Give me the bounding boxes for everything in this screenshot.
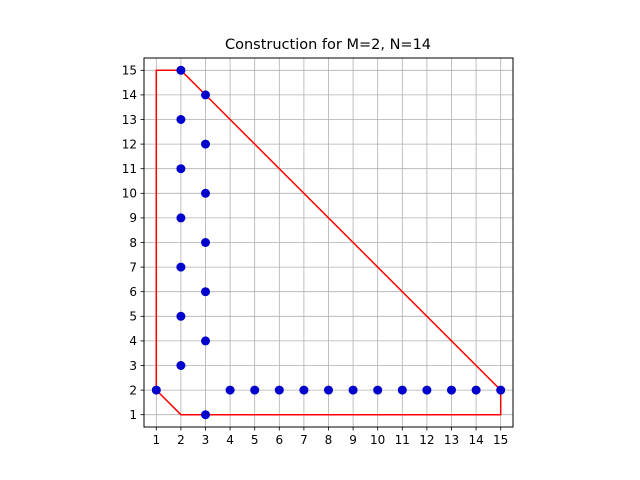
y-tick-label: 1: [129, 408, 137, 422]
scatter-point: [471, 385, 481, 395]
scatter-point: [274, 385, 284, 395]
outline-layer: [155, 69, 502, 416]
scatter-point: [201, 238, 210, 247]
scatter-point: [176, 115, 186, 124]
x-tick-label: 2: [177, 433, 185, 447]
x-tick-label: 14: [468, 433, 483, 447]
y-tick-label: 8: [129, 236, 137, 250]
scatter-point: [225, 385, 235, 395]
scatter-point: [422, 385, 432, 395]
x-tick-label: 9: [349, 433, 357, 447]
y-tick-label: 12: [122, 137, 137, 151]
outline-polyline: [155, 69, 502, 416]
scatter-point: [201, 90, 210, 100]
y-tick-label: 7: [129, 260, 137, 274]
x-tick-label: 8: [325, 433, 333, 447]
scatter-point: [201, 287, 210, 297]
y-tick-label: 4: [129, 334, 137, 348]
y-tick-label: 5: [129, 310, 137, 324]
scatter-point: [176, 262, 186, 272]
x-tick-label: 15: [493, 433, 508, 447]
scatter-point: [373, 385, 383, 395]
scatter-point: [176, 213, 186, 223]
x-tick-label: 13: [444, 433, 459, 447]
x-tick-label: 4: [226, 433, 234, 447]
y-tick-label: 11: [122, 162, 137, 176]
scatter-point: [176, 361, 186, 370]
y-tick-label: 13: [122, 113, 137, 127]
grid: [144, 58, 513, 427]
scatter-point: [250, 385, 260, 395]
y-tick-label: 2: [129, 383, 137, 397]
scatter-point: [447, 385, 456, 395]
scatter-point: [397, 385, 407, 395]
scatter-point: [201, 188, 210, 198]
x-tick-label: 11: [395, 433, 410, 447]
y-tick-label: 14: [122, 88, 137, 102]
y-tick-label: 3: [129, 359, 137, 373]
x-tick-label: 7: [300, 433, 308, 447]
scatter-point: [151, 385, 161, 395]
y-tick-label: 10: [122, 187, 137, 201]
x-tick-label: 5: [251, 433, 259, 447]
scatter-point: [176, 164, 186, 174]
x-tick-label: 10: [370, 433, 385, 447]
x-tick-label: 6: [275, 433, 283, 447]
scatter-point: [201, 410, 210, 420]
y-tick-label: 6: [129, 285, 137, 299]
scatter-point: [299, 385, 309, 395]
scatter-point: [348, 385, 358, 395]
scatter-point: [201, 336, 210, 346]
x-tick-label: 1: [152, 433, 160, 447]
y-tick-label: 15: [122, 64, 137, 78]
x-axis: 1 2 3 4 5 6 7 8 9 10 11 12 13 14 15: [152, 427, 508, 447]
scatter-point: [324, 385, 333, 395]
chart-title: Construction for M=2, N=14: [225, 37, 431, 53]
scatter-point: [201, 139, 210, 149]
points-layer: [151, 65, 506, 420]
scatter-point: [496, 385, 506, 395]
x-tick-label: 3: [202, 433, 210, 447]
x-tick-label: 12: [419, 433, 434, 447]
y-tick-label: 9: [129, 211, 137, 225]
scatter-point: [176, 311, 186, 321]
scatter-point: [176, 65, 186, 75]
